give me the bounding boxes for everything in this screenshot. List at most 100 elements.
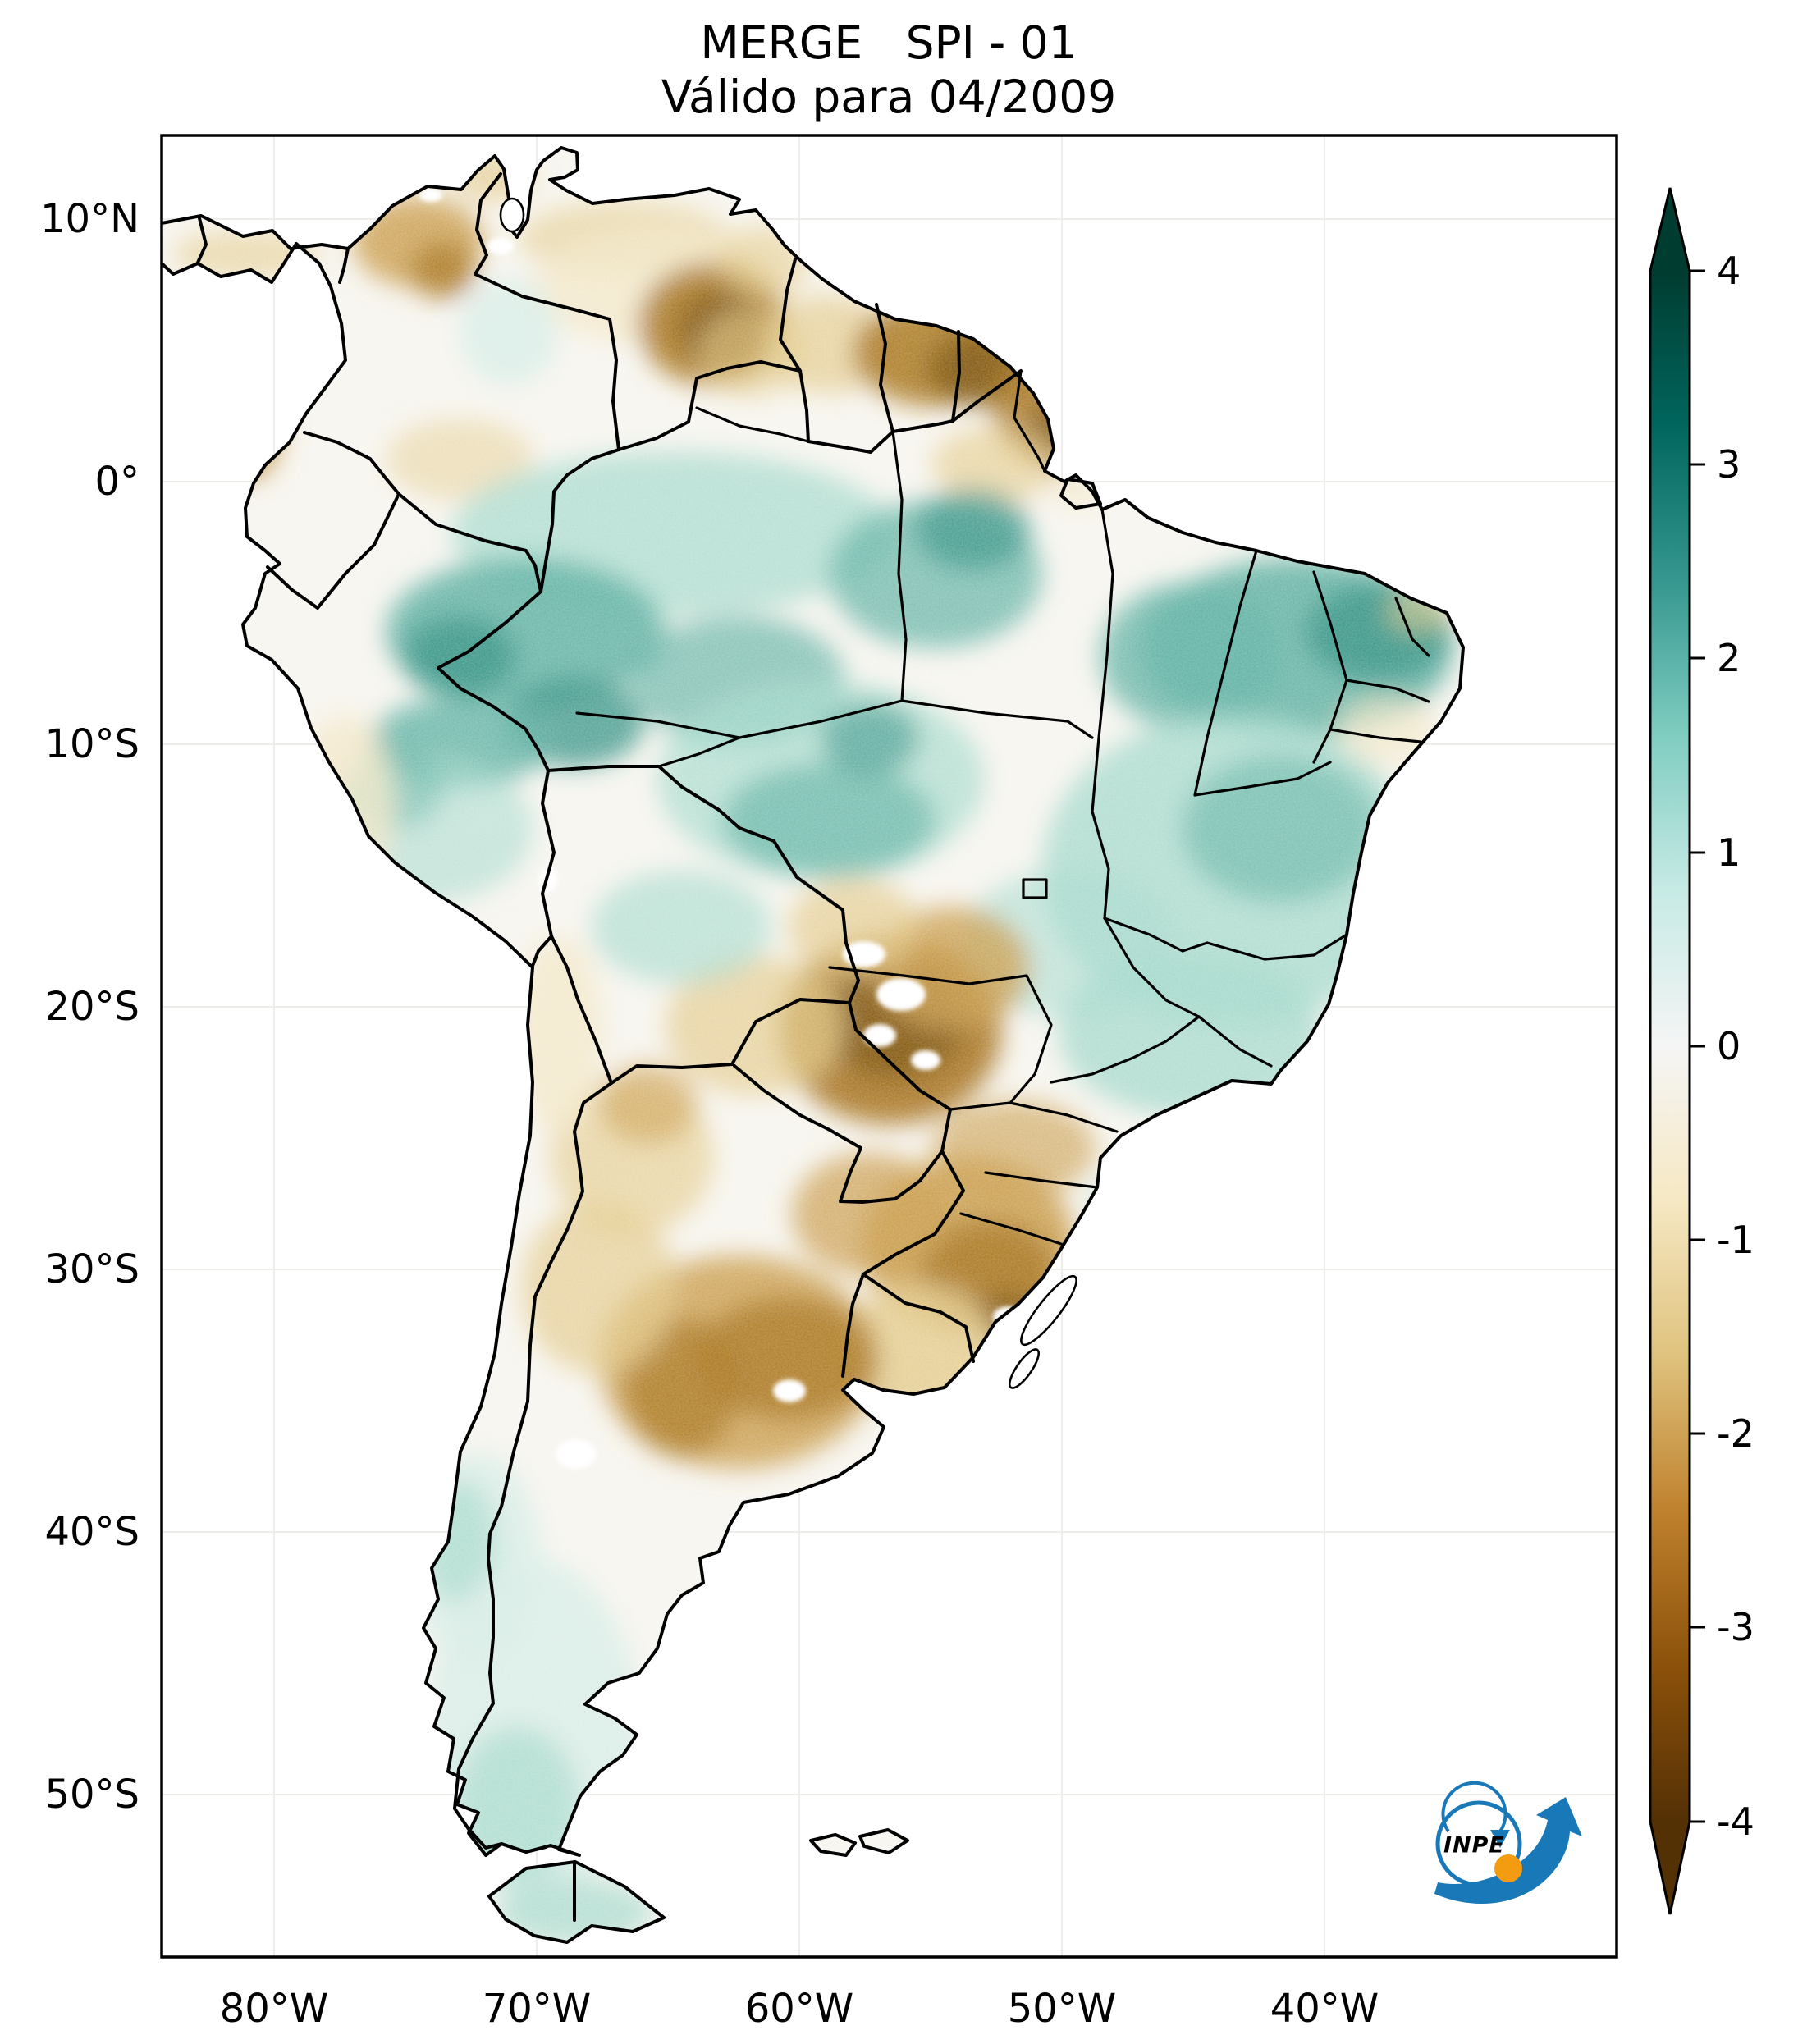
border-peru-brazil (437, 590, 550, 772)
border-chile-bolivia (550, 935, 613, 1085)
border-brazil-uruguay (862, 1273, 975, 1363)
state-border (1206, 933, 1348, 961)
x-tick-label: 60°W (745, 1986, 854, 2032)
raster-grain-texture (162, 148, 1463, 1942)
state-border (1103, 917, 1201, 1018)
x-tick-label: 40°W (1270, 1986, 1379, 2032)
border-peru-bolivia (541, 769, 556, 938)
no-data-patch (993, 1306, 1023, 1328)
colorbar: 4 3 2 1 0 -1 -2 -3 -4 (1649, 187, 1755, 1915)
logo-swoosh-arrow (1434, 1797, 1582, 1905)
state-border (1193, 761, 1332, 797)
no-data-patch (911, 1050, 940, 1070)
inpe-logo: INPE (1434, 1781, 1582, 1905)
coastline-tierra-del-fuego (487, 1860, 666, 1944)
no-data-patch (556, 1439, 596, 1469)
state-border (828, 966, 1028, 985)
no-data-patch (419, 189, 442, 202)
border-colombia-venezuela (474, 172, 620, 451)
colorbar-ticks (1690, 269, 1705, 1823)
logo-text-backdrop (1442, 1835, 1494, 1854)
colorbar-tick-label: -2 (1717, 1411, 1755, 1456)
state-border-distrito-federal (1022, 878, 1048, 899)
colorbar-tick-label: -3 (1717, 1605, 1755, 1649)
colorbar-tick-label: -4 (1717, 1799, 1755, 1844)
no-data-patch (863, 1024, 896, 1047)
state-border (1091, 508, 1114, 813)
logo-inner-swirl (1441, 1781, 1507, 1833)
colorbar-tick-label: -1 (1717, 1218, 1755, 1262)
lagoa-mirim (1009, 1348, 1040, 1389)
no-data-patch (436, 1194, 459, 1243)
state-border (1193, 549, 1258, 797)
state-border (1345, 679, 1430, 703)
spi-region-sc-coast (1095, 1177, 1124, 1251)
lakes (499, 197, 1077, 1389)
lake-maracaibo (499, 197, 525, 233)
border-colombia-peru (397, 492, 542, 593)
spi-raster-layer (162, 148, 1463, 1942)
border-bolivia-brazil (547, 765, 860, 982)
figure-title: MERGE SPI - 01 (700, 16, 1077, 69)
state-border (984, 1171, 1099, 1189)
colorbar-tick-label: 0 (1717, 1024, 1741, 1068)
state-border (959, 1212, 1065, 1246)
country-borders (196, 172, 1023, 1922)
state-borders (575, 369, 1430, 1246)
state-border (1394, 597, 1430, 657)
border-bolivia-argentina (610, 1063, 734, 1085)
colorbar-tick-label: 2 (1717, 636, 1741, 680)
no-data-patch (396, 1365, 428, 1438)
no-data-patch (876, 978, 926, 1011)
lagoa-dos-patos (1020, 1274, 1077, 1347)
state-border (695, 406, 810, 443)
coastlines (160, 146, 1465, 1944)
y-tick-label: 40°S (44, 1509, 140, 1555)
coastline-mainland (160, 146, 1465, 1857)
colorbar-tick-label: 1 (1717, 830, 1741, 875)
state-border (1197, 1015, 1273, 1068)
y-tick-label: 0° (94, 459, 140, 505)
spi-region-ecuador-core (220, 423, 266, 476)
x-axis-labels: 80°W 70°W 60°W 50°W 40°W (220, 1986, 1379, 2032)
logo-text: INPE (1443, 1833, 1505, 1859)
no-data-patch (773, 1379, 806, 1402)
border-argentina-uruguay (841, 1273, 865, 1378)
border-colombia-ecuador (303, 431, 400, 496)
border-costarica-panama (196, 217, 208, 264)
figure-subtitle: Válido para 04/2009 (661, 71, 1117, 123)
colorbar-tick-label: 4 (1717, 249, 1741, 293)
y-tick-label: 20°S (44, 984, 140, 1030)
border-suriname-frguiana (951, 330, 961, 423)
state-border (1329, 728, 1422, 743)
border-ecuador-peru (266, 492, 400, 610)
border-venezuela-guyana (779, 258, 802, 373)
coastline-falkland-east (858, 1828, 909, 1854)
border-brazil-north (617, 360, 1023, 454)
state-border (1050, 1015, 1201, 1084)
state-border (657, 736, 741, 768)
state-border (900, 699, 1094, 739)
state-border (1091, 810, 1110, 920)
y-tick-label: 10°N (40, 196, 140, 242)
colorbar-tick-label: 3 (1717, 442, 1741, 487)
border-paraguay-argentina (733, 1064, 944, 1204)
border-bolivia-paraguay (730, 998, 851, 1066)
border-chile-argentina (453, 1081, 613, 1854)
logo-orange-globe (1494, 1854, 1522, 1882)
x-tick-label: 70°W (483, 1986, 592, 2032)
border-panama-colombia (338, 247, 350, 284)
border-guyana-suriname (875, 303, 894, 433)
state-border (1013, 369, 1046, 473)
no-data-patch (377, 1258, 403, 1315)
border-peru-chile (531, 935, 553, 967)
logo-down-arrowhead (1490, 1830, 1510, 1848)
map-frame (160, 134, 1618, 1959)
colorbar-labels: 4 3 2 1 0 -1 -2 -3 -4 (1717, 249, 1755, 1844)
y-tick-label: 30°S (44, 1246, 140, 1292)
no-data-patch (487, 238, 514, 254)
no-data-patch (386, 1288, 422, 1379)
state-border (949, 974, 1053, 1111)
